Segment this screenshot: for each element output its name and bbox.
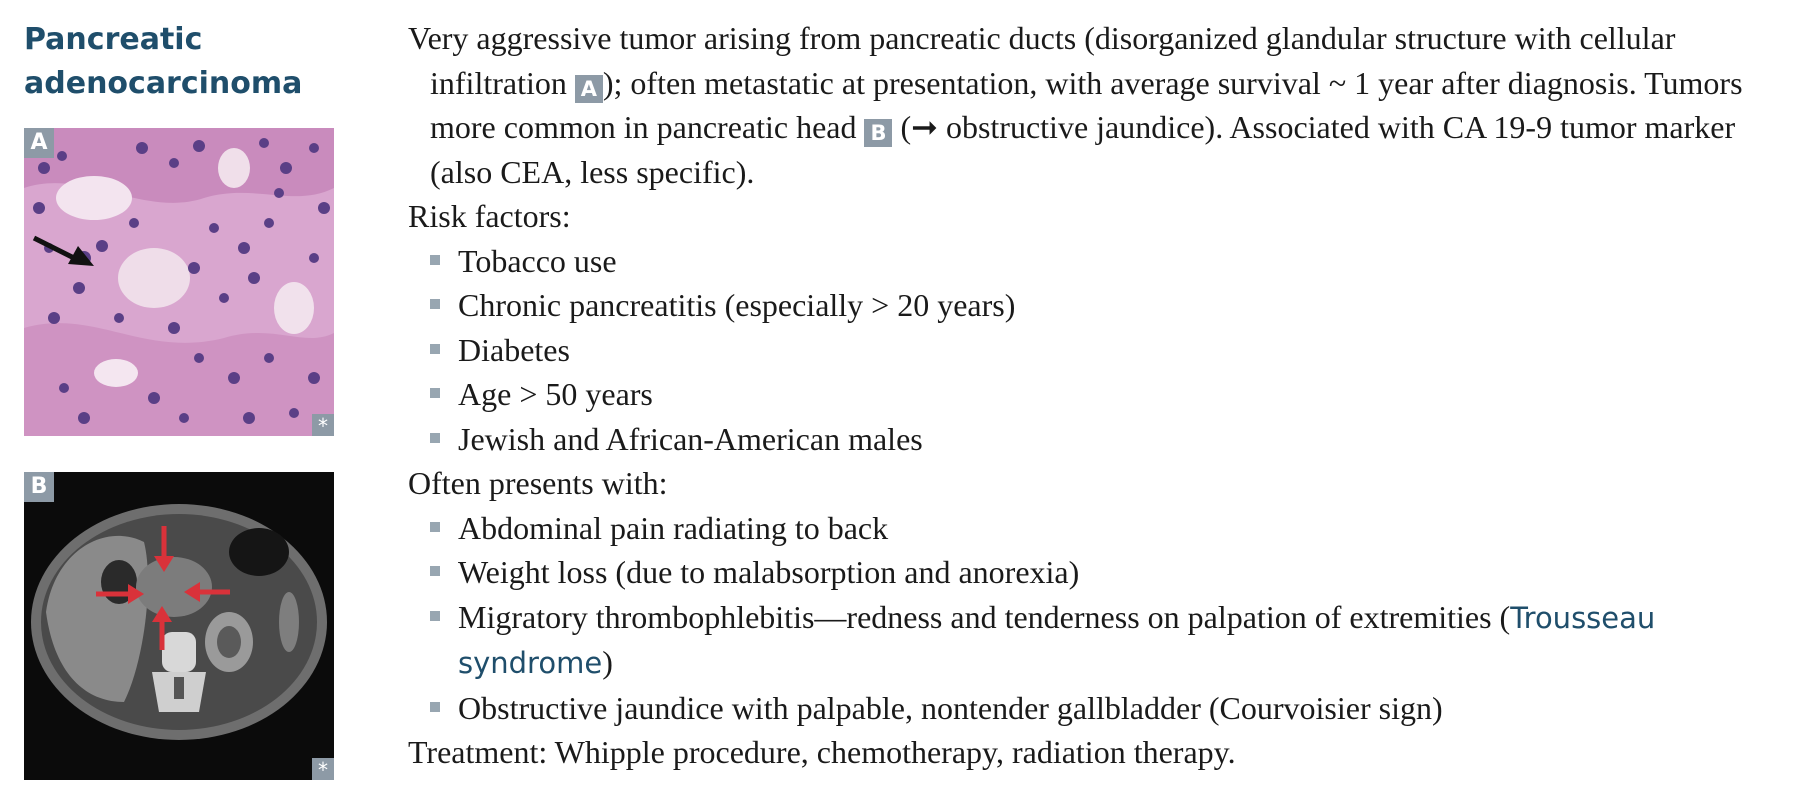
bullet-icon [430,343,440,354]
bullet-icon [430,610,440,621]
list-item-text: Tobacco use [458,242,617,279]
bullet-icon [430,521,440,532]
intro-text-1: Very aggressive tumor arising from pancr… [408,20,1676,101]
bullet-icon [430,254,440,265]
list-item: Jewish and African-American males [408,417,1798,462]
histology-image [24,128,334,436]
figure-a-histology: A * [24,128,334,438]
bullet-icon [430,388,440,398]
intro-paragraph: Very aggressive tumor arising from pancr… [408,16,1798,194]
intro-text-3: (➞ obstructive jaundice). Associated wit… [430,109,1736,190]
figure-b-asterisk: * [312,758,334,782]
presents-title: Often presents with: [408,465,668,501]
list-item-text: Jewish and African-American males [458,420,923,457]
heading-line-2: adenocarcinoma [24,66,303,101]
bullet-icon [430,701,440,712]
figure-b-reference: B [864,119,893,147]
list-item-text-close: ) [602,644,613,680]
list-item: Diabetes [408,328,1798,373]
page-heading: Pancreatic adenocarcinoma [24,18,354,106]
list-item-text: Chronic pancreatitis (especially > 20 ye… [458,287,1016,323]
list-item-text: Diabetes [458,331,570,368]
list-item: Migratory thrombophlebitis—redness and t… [408,595,1798,686]
list-item: Obstructive jaundice with palpable, nont… [408,686,1798,731]
list-item-text: Obstructive jaundice with palpable, nont… [458,689,1443,726]
list-item: Age > 50 years [408,372,1798,417]
bullet-icon [430,299,440,309]
list-item-text: Abdominal pain radiating to back [458,509,889,546]
figure-a-asterisk: * [312,414,334,438]
ct-scan-image [24,472,334,780]
list-item: Tobacco use [408,239,1798,284]
heading-line-1: Pancreatic [24,22,203,57]
list-item-text: Weight loss (due to malabsorption and an… [458,554,1080,590]
figure-a-label: A [24,128,54,158]
list-item: Abdominal pain radiating to back [408,506,1798,551]
figure-b-ct-scan: B * [24,472,334,782]
figure-a-reference: A [574,74,603,103]
list-item: Chronic pancreatitis (especially > 20 ye… [408,283,1798,328]
bullet-icon [430,566,440,576]
risk-factors-list: Tobacco use Chronic pancreatitis (especi… [408,239,1798,462]
risk-factors-title: Risk factors: [408,198,571,234]
bullet-icon [430,432,440,443]
list-item-text: Migratory thrombophlebitis—redness and t… [458,598,1511,635]
main-content: Very aggressive tumor arising from pancr… [408,16,1798,775]
presents-list: Abdominal pain radiating to back Weight … [408,506,1798,731]
figure-b-label: B [24,472,54,502]
list-item: Weight loss (due to malabsorption and an… [408,550,1798,595]
treatment-line: Treatment: Whipple procedure, chemothera… [408,734,1236,770]
list-item-text: Age > 50 years [458,376,653,412]
intro-text-2: ); often metastatic at presentation, wit… [430,64,1743,146]
trousseau-syndrome-term[interactable]: Trousseau syndrome [458,600,1656,681]
